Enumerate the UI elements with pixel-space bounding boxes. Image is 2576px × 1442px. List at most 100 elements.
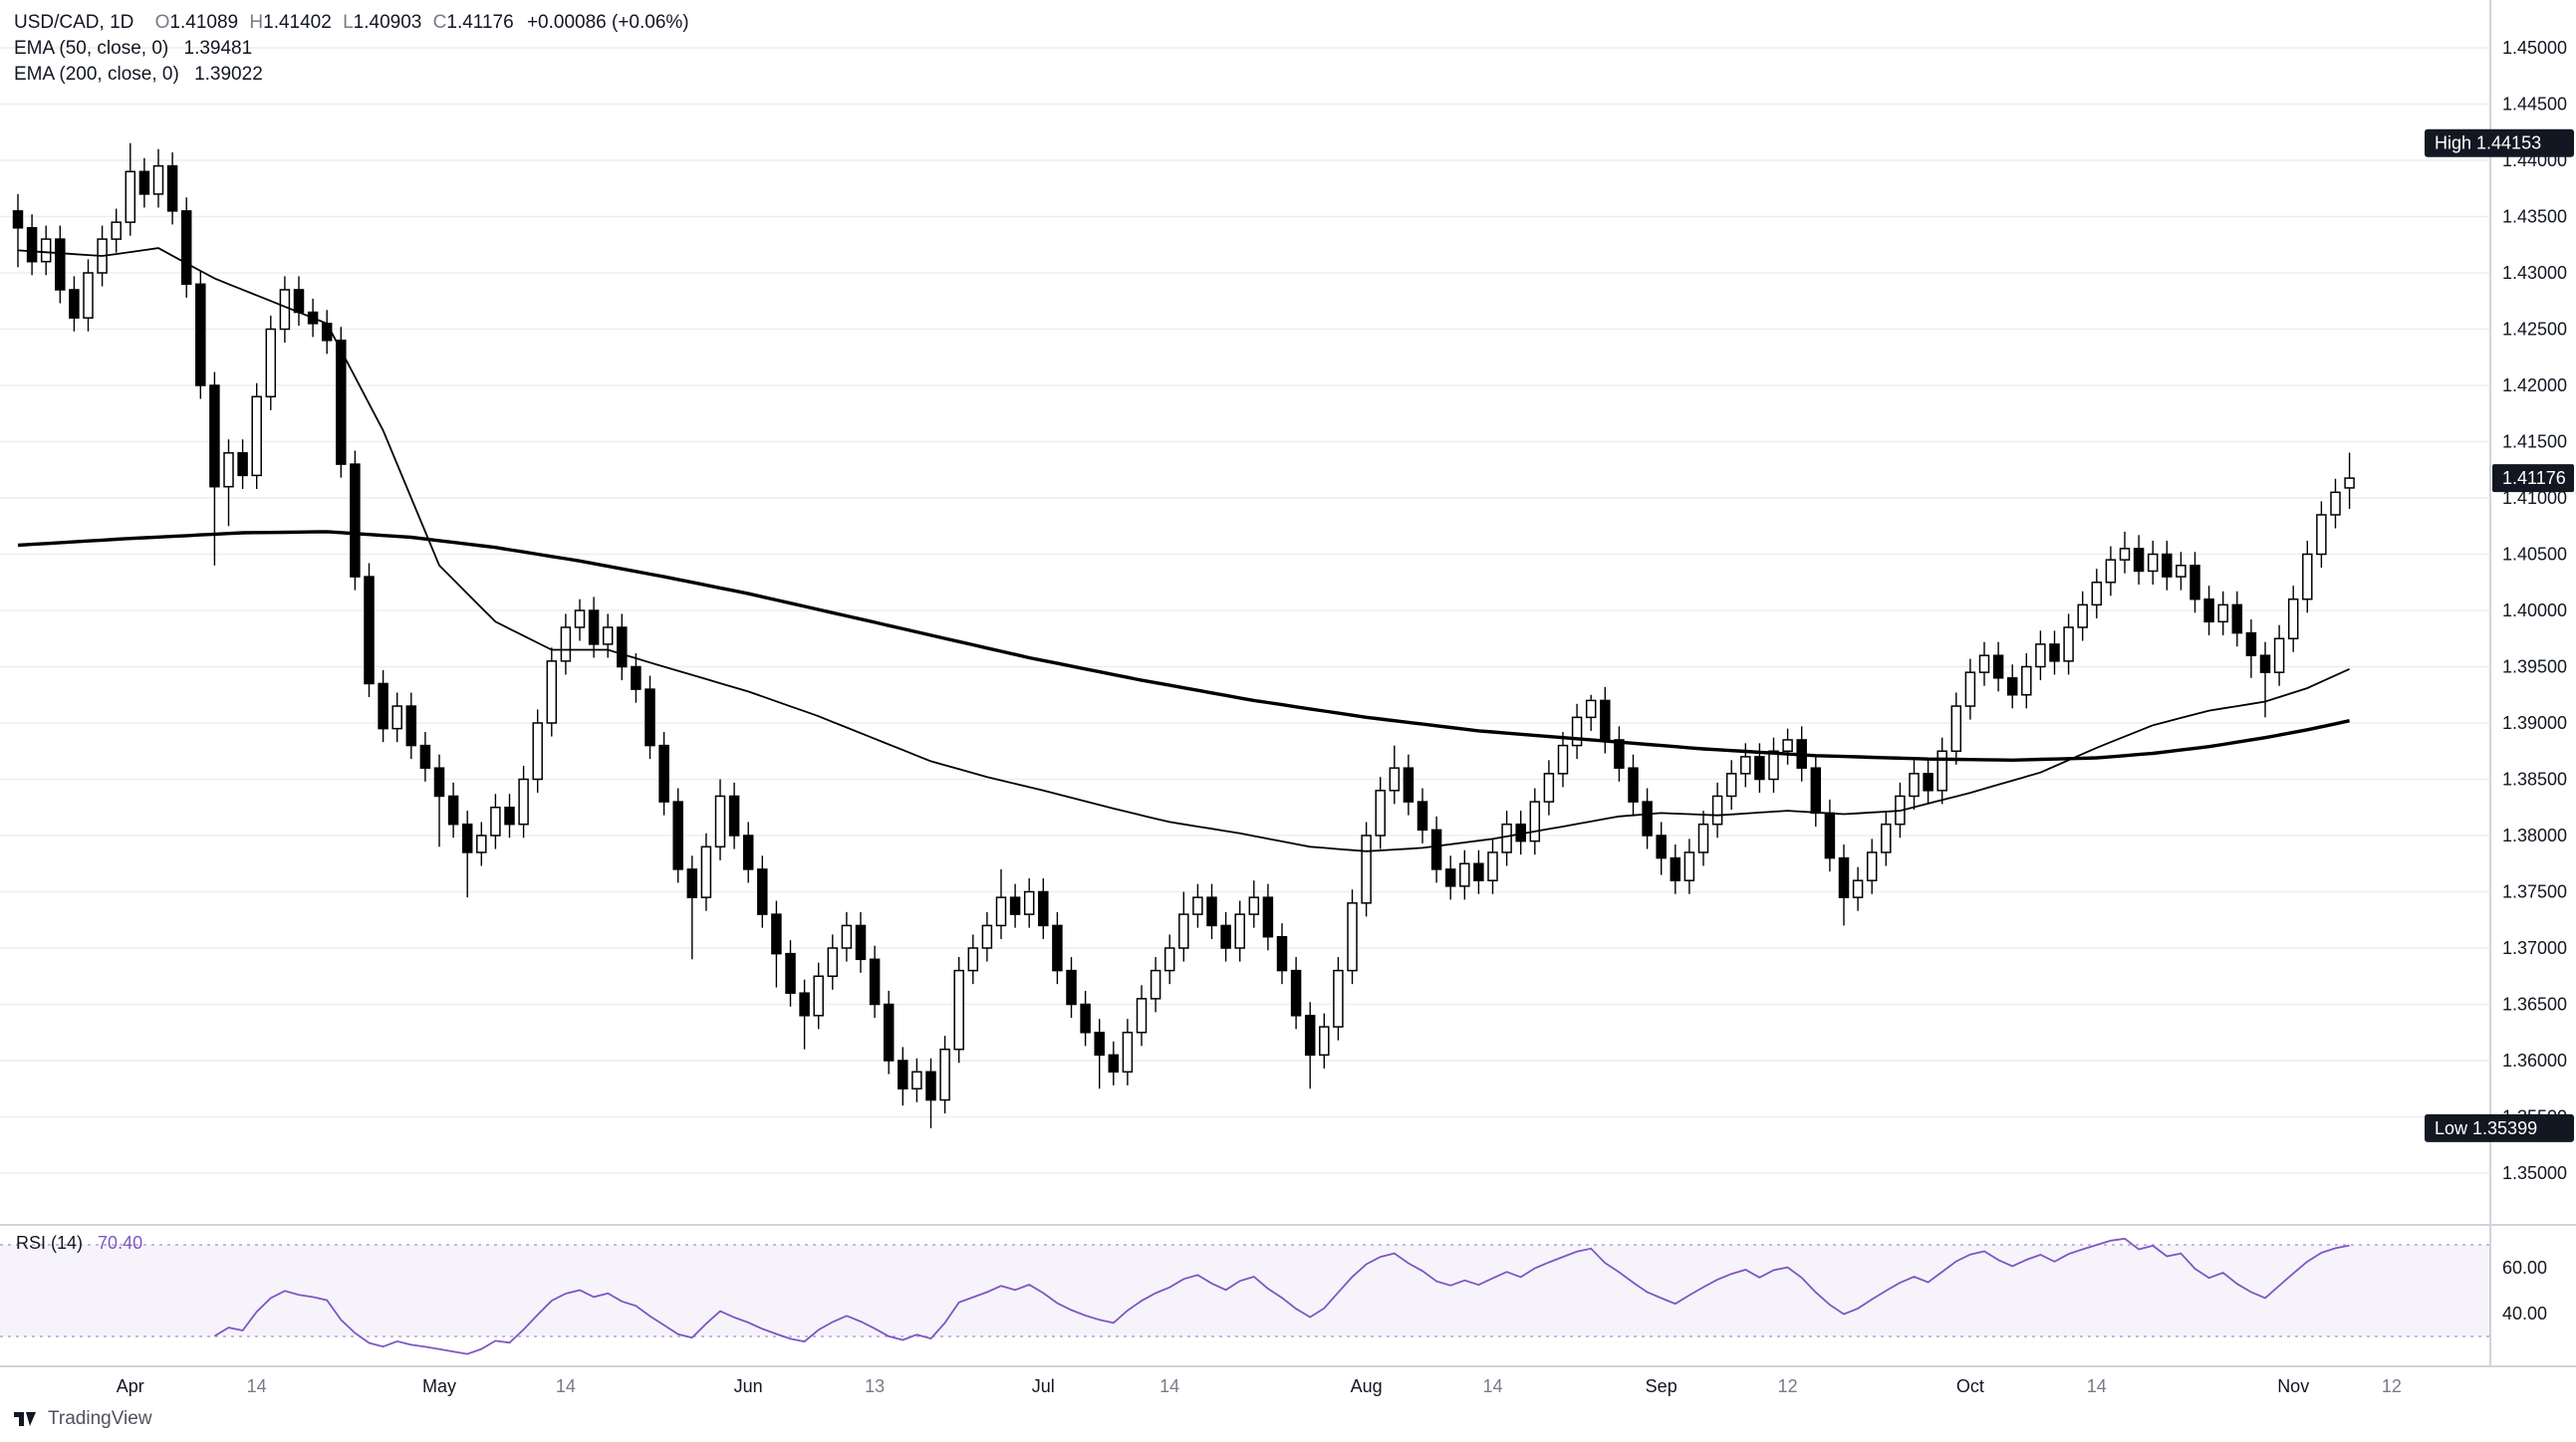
candle bbox=[2245, 631, 2257, 656]
candle bbox=[1600, 699, 1611, 741]
candle bbox=[771, 913, 782, 955]
candle bbox=[898, 1060, 908, 1089]
candle bbox=[26, 227, 38, 263]
candle bbox=[911, 1071, 922, 1090]
candle bbox=[2049, 643, 2060, 662]
candle bbox=[1094, 1032, 1105, 1057]
candle bbox=[2231, 603, 2243, 634]
candle bbox=[1838, 856, 1850, 898]
ema50-line[interactable] bbox=[17, 247, 2350, 852]
candle bbox=[1501, 823, 1512, 853]
tradingview-logo[interactable]: TradingView bbox=[14, 1408, 152, 1430]
candle bbox=[1234, 913, 1245, 949]
price-axis-label: 1.40000 bbox=[2502, 601, 2567, 620]
candle bbox=[1290, 969, 1302, 1017]
candle bbox=[40, 238, 52, 263]
symbol-ohlc-row[interactable]: USD/CAD, 1D O1.41089 H1.41402 L1.40903 C… bbox=[14, 10, 689, 36]
candle bbox=[1992, 654, 2004, 679]
candle bbox=[967, 947, 979, 972]
candle bbox=[1866, 851, 1878, 881]
candle bbox=[617, 626, 628, 668]
price-axis-label: 1.36500 bbox=[2502, 995, 2567, 1015]
rsi-value: 70.40 bbox=[98, 1233, 143, 1253]
candle bbox=[1375, 790, 1386, 837]
close-value: 1.41176 bbox=[446, 12, 514, 33]
candle bbox=[180, 210, 192, 286]
candle bbox=[251, 395, 262, 477]
candlestick-series[interactable] bbox=[12, 142, 2355, 1128]
candle bbox=[1347, 902, 1358, 972]
price-axis-label: 1.38500 bbox=[2502, 770, 2567, 790]
ema50-legend-row[interactable]: EMA (50, close, 0) 1.39481 bbox=[14, 36, 689, 62]
price-axis-label: 1.45000 bbox=[2502, 38, 2567, 58]
candle bbox=[1964, 671, 1976, 707]
rsi-legend-row[interactable]: RSI (14) 70.40 bbox=[16, 1233, 142, 1254]
price-axis-label: 1.39500 bbox=[2502, 657, 2567, 677]
candle bbox=[336, 340, 347, 465]
candle bbox=[2147, 553, 2159, 573]
ema200-line[interactable] bbox=[17, 530, 2350, 763]
candle bbox=[1108, 1054, 1120, 1074]
time-axis-label: Oct bbox=[1956, 1376, 1984, 1396]
candle bbox=[686, 868, 698, 898]
candle bbox=[1262, 896, 1274, 938]
candle bbox=[2105, 559, 2117, 584]
svg-text:High 1.44153: High 1.44153 bbox=[2435, 133, 2541, 153]
candle bbox=[1417, 801, 1428, 832]
ema200-label: EMA (200, close, 0) bbox=[14, 64, 179, 85]
candle bbox=[461, 823, 473, 853]
candle bbox=[378, 682, 388, 730]
candle bbox=[1557, 744, 1569, 775]
high-label: H bbox=[249, 12, 264, 33]
candle bbox=[195, 283, 206, 386]
time-axis-label: 13 bbox=[865, 1376, 885, 1396]
candle bbox=[265, 328, 277, 398]
candle bbox=[1614, 739, 1625, 769]
time-axis-label: May bbox=[422, 1376, 456, 1396]
candle bbox=[1444, 868, 1456, 887]
low-label: L bbox=[343, 12, 354, 33]
time-axis-label: Nov bbox=[2277, 1376, 2309, 1396]
price-axis[interactable]: 1.450001.445001.440001.435001.430001.425… bbox=[2502, 38, 2567, 1183]
candle bbox=[925, 1071, 936, 1101]
candle bbox=[1276, 935, 1288, 972]
candle bbox=[631, 665, 642, 690]
price-axis-label: 1.41000 bbox=[2502, 488, 2567, 508]
candle bbox=[138, 170, 150, 195]
candle bbox=[1768, 750, 1779, 781]
time-axis[interactable]: Apr 14 May 14 Jun 13 Jul 14 Aug 14 Sep 12 Oct 14 Nov 12 bbox=[117, 1376, 2402, 1396]
candle bbox=[1136, 998, 1148, 1034]
candle bbox=[672, 801, 683, 870]
candle bbox=[742, 835, 754, 870]
candle bbox=[1909, 773, 1920, 798]
candle bbox=[83, 272, 94, 319]
price-axis-label: 1.40500 bbox=[2502, 545, 2567, 565]
candle bbox=[588, 609, 600, 645]
candle bbox=[391, 705, 402, 730]
rsi-line[interactable] bbox=[213, 1237, 2350, 1355]
candle bbox=[714, 795, 726, 848]
tradingview-logo-icon bbox=[14, 1412, 36, 1426]
ema50-label: EMA (50, close, 0) bbox=[14, 38, 169, 59]
price-axis-label: 1.35000 bbox=[2502, 1163, 2567, 1183]
candle bbox=[1319, 1026, 1330, 1057]
candle bbox=[855, 924, 867, 961]
candle bbox=[1389, 767, 1401, 792]
candle bbox=[1333, 969, 1344, 1028]
candle bbox=[321, 323, 333, 342]
symbol-title[interactable]: USD/CAD, 1D bbox=[14, 12, 134, 33]
open-label: O bbox=[154, 12, 170, 33]
candle bbox=[2077, 603, 2088, 628]
candle bbox=[209, 384, 220, 488]
time-axis-label: 14 bbox=[1482, 1376, 1502, 1396]
ema200-legend-row[interactable]: EMA (200, close, 0) 1.39022 bbox=[14, 62, 689, 88]
candle bbox=[1248, 896, 1260, 915]
candle bbox=[2316, 514, 2327, 556]
candle bbox=[2035, 643, 2046, 668]
candle bbox=[1782, 739, 1793, 753]
candle bbox=[2190, 565, 2200, 601]
candle bbox=[1754, 756, 1765, 781]
time-axis-label: Apr bbox=[117, 1376, 144, 1396]
candle bbox=[1697, 823, 1709, 853]
